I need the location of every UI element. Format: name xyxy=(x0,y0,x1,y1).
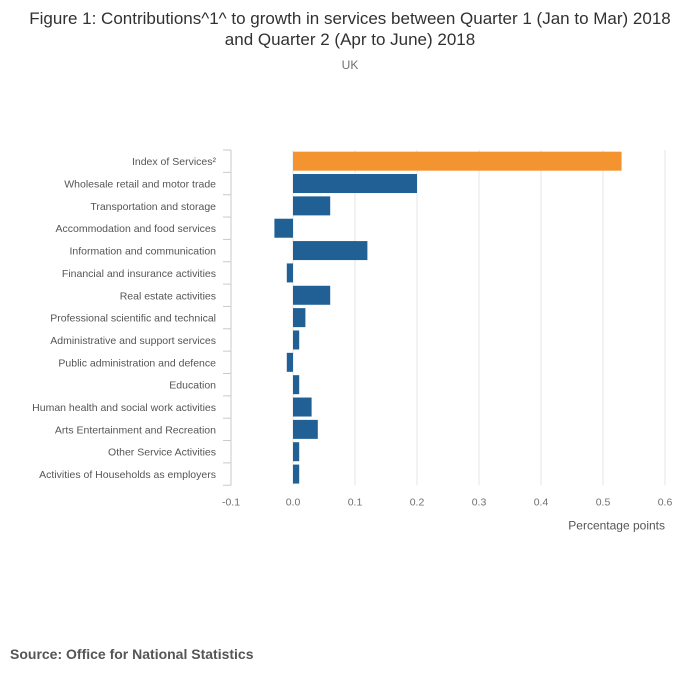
chart-title: Figure 1: Contributions^1^ to growth in … xyxy=(29,9,671,49)
bar xyxy=(293,308,306,328)
bar xyxy=(286,352,293,372)
x-tick-label: 0.4 xyxy=(534,496,549,508)
category-label: Other Service Activities xyxy=(108,447,216,459)
bar xyxy=(286,263,293,283)
category-label: Accommodation and food services xyxy=(56,223,217,235)
bar xyxy=(293,285,331,305)
bar xyxy=(293,196,331,216)
category-label: Index of Services² xyxy=(132,156,217,168)
category-label: Human health and social work activities xyxy=(32,402,216,414)
x-tick-label: 0.1 xyxy=(348,496,363,508)
x-tick-label: 0.3 xyxy=(472,496,487,508)
bar xyxy=(293,397,312,417)
category-label: Arts Entertainment and Recreation xyxy=(55,424,216,436)
category-label: Activities of Households as employers xyxy=(39,469,216,481)
x-tick-labels: -0.1 0.0 0.1 0.2 0.3 0.4 0.5 0.6 xyxy=(222,496,672,508)
bar xyxy=(293,419,318,439)
x-tick-label: -0.1 xyxy=(222,496,240,508)
x-tick-label: 0.6 xyxy=(658,496,673,508)
category-label: Real estate activities xyxy=(120,290,216,302)
category-label: Education xyxy=(169,380,216,392)
bar xyxy=(293,241,368,261)
category-label: Information and communication xyxy=(70,246,217,258)
bar xyxy=(293,330,300,350)
bar-chart: Index of Services² Wholesale retail and m… xyxy=(32,149,672,532)
bar xyxy=(274,218,293,238)
x-tick-label: 0.5 xyxy=(596,496,611,508)
category-label: Transportation and storage xyxy=(90,201,216,213)
bar xyxy=(293,442,300,462)
bar xyxy=(293,174,417,194)
category-label: Financial and insurance activities xyxy=(62,268,216,280)
category-label: Professional scientific and technical xyxy=(50,313,216,325)
category-labels: Index of Services² Wholesale retail and m… xyxy=(32,156,216,481)
bars xyxy=(274,151,622,484)
category-label: Wholesale retail and motor trade xyxy=(64,179,216,191)
bar-highlight xyxy=(293,151,622,171)
chart-subtitle: UK xyxy=(341,58,359,72)
x-axis-title: Percentage points xyxy=(568,518,665,532)
x-tick-label: 0.0 xyxy=(286,496,301,508)
y-axis xyxy=(223,149,232,486)
x-tick-label: 0.2 xyxy=(410,496,425,508)
source-note: Source: Office for National Statistics xyxy=(10,646,254,662)
category-label: Public administration and defence xyxy=(58,357,216,369)
category-label: Administrative and support services xyxy=(50,335,216,347)
bar xyxy=(293,464,300,484)
bar xyxy=(293,375,300,395)
